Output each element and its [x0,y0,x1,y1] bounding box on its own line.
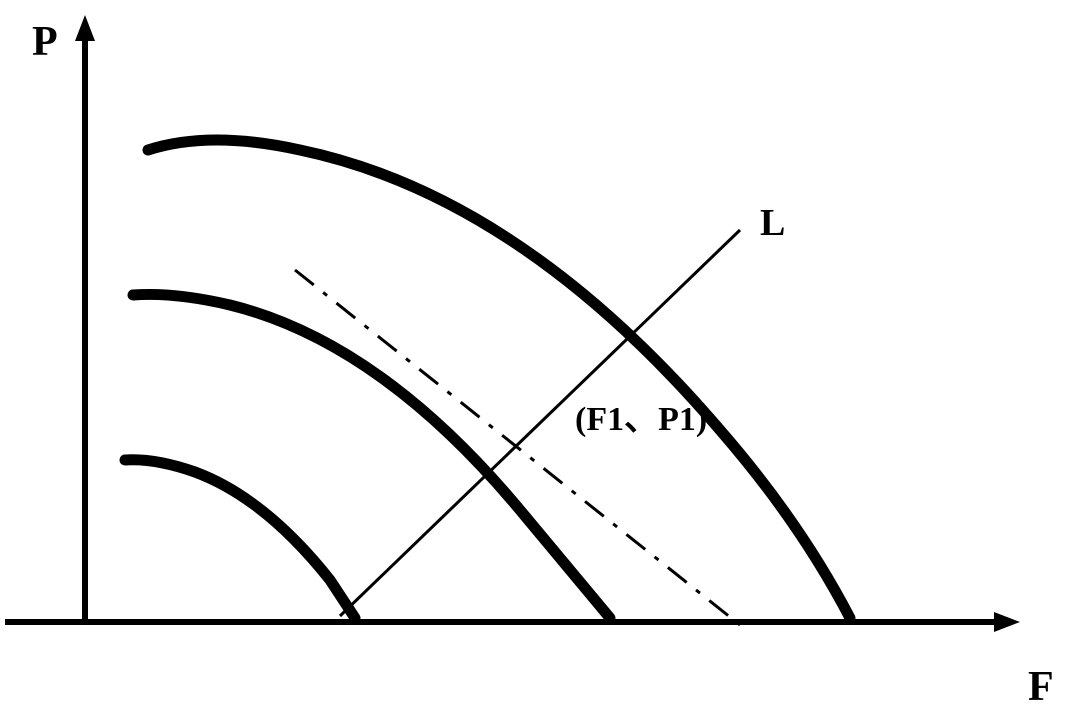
point-label: (F1、P1) [575,401,707,438]
y-axis-arrow [75,15,95,41]
diagram-canvas: P F L (F1、P1) [0,0,1075,720]
y-axis-label: P [32,19,58,65]
line-L-label: L [760,202,785,244]
x-axis-label: F [1028,664,1054,710]
curve-middle [133,294,610,618]
tangent-dashdot [295,270,740,625]
curves-group [125,140,850,618]
curve-outer [148,140,850,618]
x-axis-arrow [994,612,1020,632]
axes-group: P F [5,15,1054,710]
curve-inner [125,460,355,618]
